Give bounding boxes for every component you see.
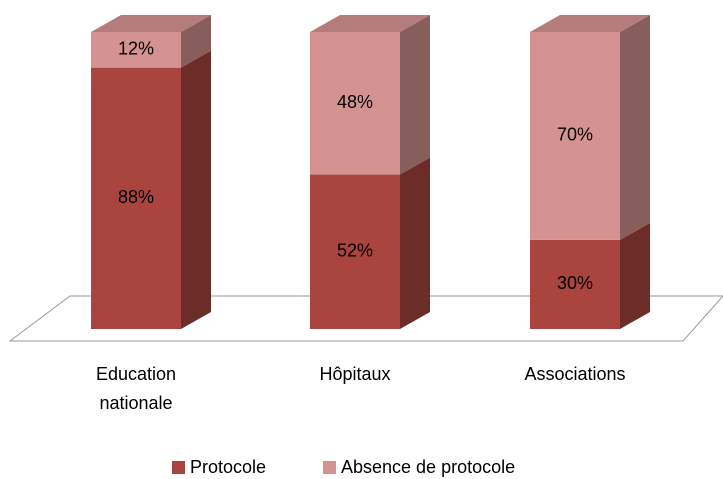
bar (310, 174, 400, 329)
value-label: 52% (337, 241, 373, 261)
bar-top (530, 15, 650, 32)
bar (91, 67, 181, 329)
bar (530, 239, 620, 329)
bar-side (181, 15, 211, 68)
bar-top (91, 15, 211, 32)
bar-side (620, 15, 650, 240)
bar-side (400, 157, 430, 329)
value-label: 88% (118, 187, 154, 207)
bar (530, 32, 620, 240)
value-label: 48% (337, 92, 373, 112)
bar (310, 32, 400, 175)
value-label: 12% (118, 39, 154, 59)
x-tick-label: Hôpitaux (319, 364, 391, 384)
bar-side (181, 50, 211, 329)
value-label: 30% (557, 273, 593, 293)
bar-side (400, 15, 430, 175)
legend-swatch (323, 461, 336, 474)
x-tick-label: Associations (524, 364, 626, 384)
x-tick-label: Education nationale (95, 364, 177, 413)
legend-swatch (172, 461, 185, 474)
bar (91, 32, 181, 68)
legend-label: Protocole (190, 457, 266, 477)
value-label: 70% (557, 125, 593, 145)
bar-top (310, 15, 430, 32)
bar-side (620, 222, 650, 329)
legend-label: Absence de protocole (341, 457, 515, 477)
